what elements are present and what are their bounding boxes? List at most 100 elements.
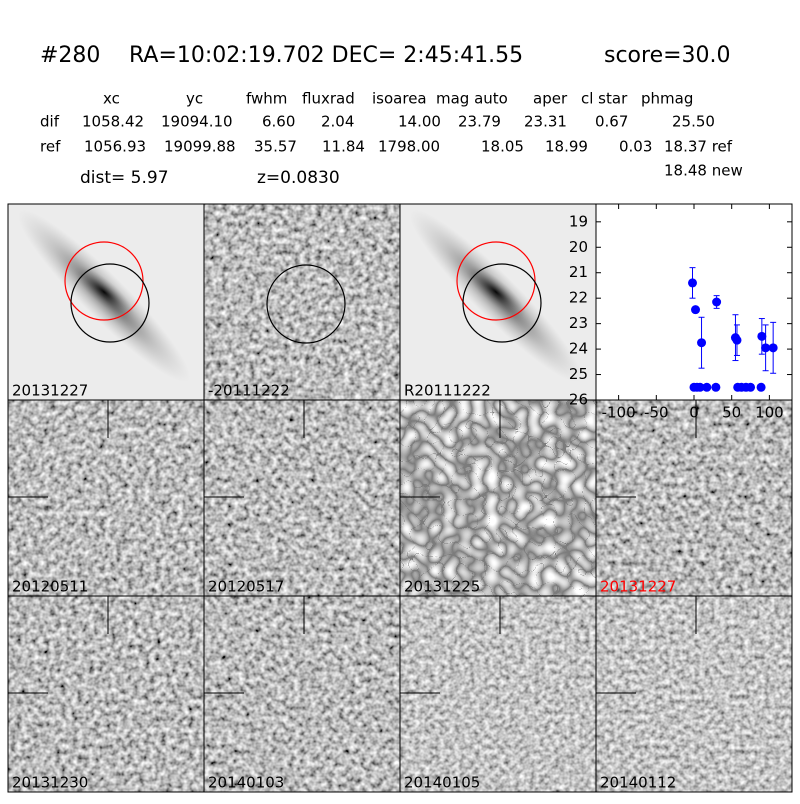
panel-label: 20131230 (12, 774, 88, 792)
table-cell: 1056.93 (84, 138, 146, 156)
table-cell: 1798.00 (378, 138, 440, 156)
panel-label: 20131225 (404, 578, 480, 596)
panel-label: R20111222 (404, 382, 491, 400)
ref-circle (64, 241, 144, 321)
coordinates: RA=10:02:19.702 DEC= 2:45:41.55 (129, 43, 523, 68)
panel-label: 20140105 (404, 774, 480, 792)
point (695, 382, 705, 392)
noise-image (8, 400, 204, 596)
table-cell: 18.37 ref (664, 138, 733, 156)
table-cell: 11.84 (322, 138, 365, 156)
table-cell: 1058.42 (82, 113, 144, 131)
point (711, 382, 721, 392)
y-tick-label: 20 (569, 238, 588, 256)
point (768, 343, 778, 353)
panel-frame (595, 595, 793, 793)
column-header: xc (103, 90, 120, 108)
panel-label: 20140112 (600, 774, 676, 792)
image-panel: R20111222 (399, 203, 597, 401)
distance: dist= 5.97 (80, 168, 169, 188)
y-tick-label: 25 (569, 365, 588, 383)
noise-image (204, 400, 400, 596)
ref-circle (456, 241, 536, 321)
column-header: aper (533, 90, 568, 108)
x-tick-label: -50 (644, 404, 669, 422)
column-header: fluxrad (302, 90, 355, 108)
point (732, 335, 742, 345)
noise-image (8, 596, 204, 792)
x-tick-label: 100 (755, 404, 784, 422)
object-id: #280 (40, 43, 100, 68)
table-cell: 0.03 (619, 138, 652, 156)
noise-image (204, 596, 400, 792)
noise-image (596, 400, 792, 596)
noise-image (400, 596, 596, 792)
table-cell: 18.99 (545, 138, 588, 156)
image-panel: 20140105 (399, 595, 597, 793)
image-panel: 20131225 (399, 399, 597, 597)
redshift: z=0.0830 (257, 168, 340, 188)
table-cell: 2.04 (321, 113, 354, 131)
image-panel: 20131227 (595, 399, 793, 597)
point (702, 382, 712, 392)
plot-background (595, 203, 793, 401)
noise-image (596, 596, 792, 792)
noise-image (204, 204, 400, 400)
table-cell: dif (40, 113, 60, 131)
table-cell: 6.60 (262, 113, 295, 131)
table-cell: 23.31 (524, 113, 567, 131)
y-tick-label: 19 (569, 212, 588, 230)
image-panel: 20131230 (7, 595, 205, 793)
point (761, 343, 771, 353)
panels: 20131227 -20111222 R20111222 20120511 201205… (7, 203, 793, 793)
table-cell: 25.50 (672, 113, 715, 131)
point (697, 338, 707, 348)
dif-circle (70, 263, 150, 343)
y-tick-label: 26 (569, 391, 588, 409)
y-tick-label: 23 (569, 314, 588, 332)
column-header: cl star (581, 90, 628, 108)
score: score=30.0 (604, 43, 731, 68)
y-tick-label: 24 (569, 340, 588, 358)
table-cell: 23.79 (458, 113, 501, 131)
table-cell: 35.57 (254, 138, 297, 156)
table-cell: 19099.88 (164, 138, 236, 156)
point (712, 297, 722, 307)
y-tick-label: 22 (569, 289, 588, 307)
panel-label: 20120511 (12, 578, 88, 596)
point (746, 382, 756, 392)
point (757, 331, 767, 341)
image-panel: 20131227 (7, 203, 205, 401)
column-header: fwhm (246, 90, 287, 108)
point (756, 382, 766, 392)
image-panel: -20111222 (203, 203, 401, 401)
new-mag: 18.48 new (664, 162, 743, 180)
noise-image (400, 400, 596, 596)
table-cell: 0.67 (595, 113, 628, 131)
column-header: mag auto (436, 90, 508, 108)
column-header: phmag (641, 90, 693, 108)
column-header: isoarea (372, 90, 427, 108)
panel-label: -20111222 (208, 382, 290, 400)
dif-circle (462, 263, 542, 343)
image-panel: 20140112 (595, 595, 793, 793)
table-cell: 19094.10 (161, 113, 233, 131)
panel-label: 20120517 (208, 578, 284, 596)
column-header: yc (186, 90, 203, 108)
image-panel: 20140103 (203, 595, 401, 793)
table-cell: 14.00 (398, 113, 441, 131)
galaxy-core (465, 265, 527, 319)
x-tick-label: -100 (602, 404, 636, 422)
point (691, 305, 701, 315)
point (687, 278, 697, 288)
image-panel: 20120511 (7, 399, 205, 597)
panel-label: 20140103 (208, 774, 284, 792)
x-tick-label: 0 (689, 404, 699, 422)
panel-label: 20131227 (600, 578, 676, 596)
image-panel: 20120517 (203, 399, 401, 597)
dif-circle (266, 264, 346, 344)
x-tick-label: 50 (722, 404, 741, 422)
table-cell: 18.05 (481, 138, 524, 156)
panel-label: 20131227 (12, 382, 88, 400)
